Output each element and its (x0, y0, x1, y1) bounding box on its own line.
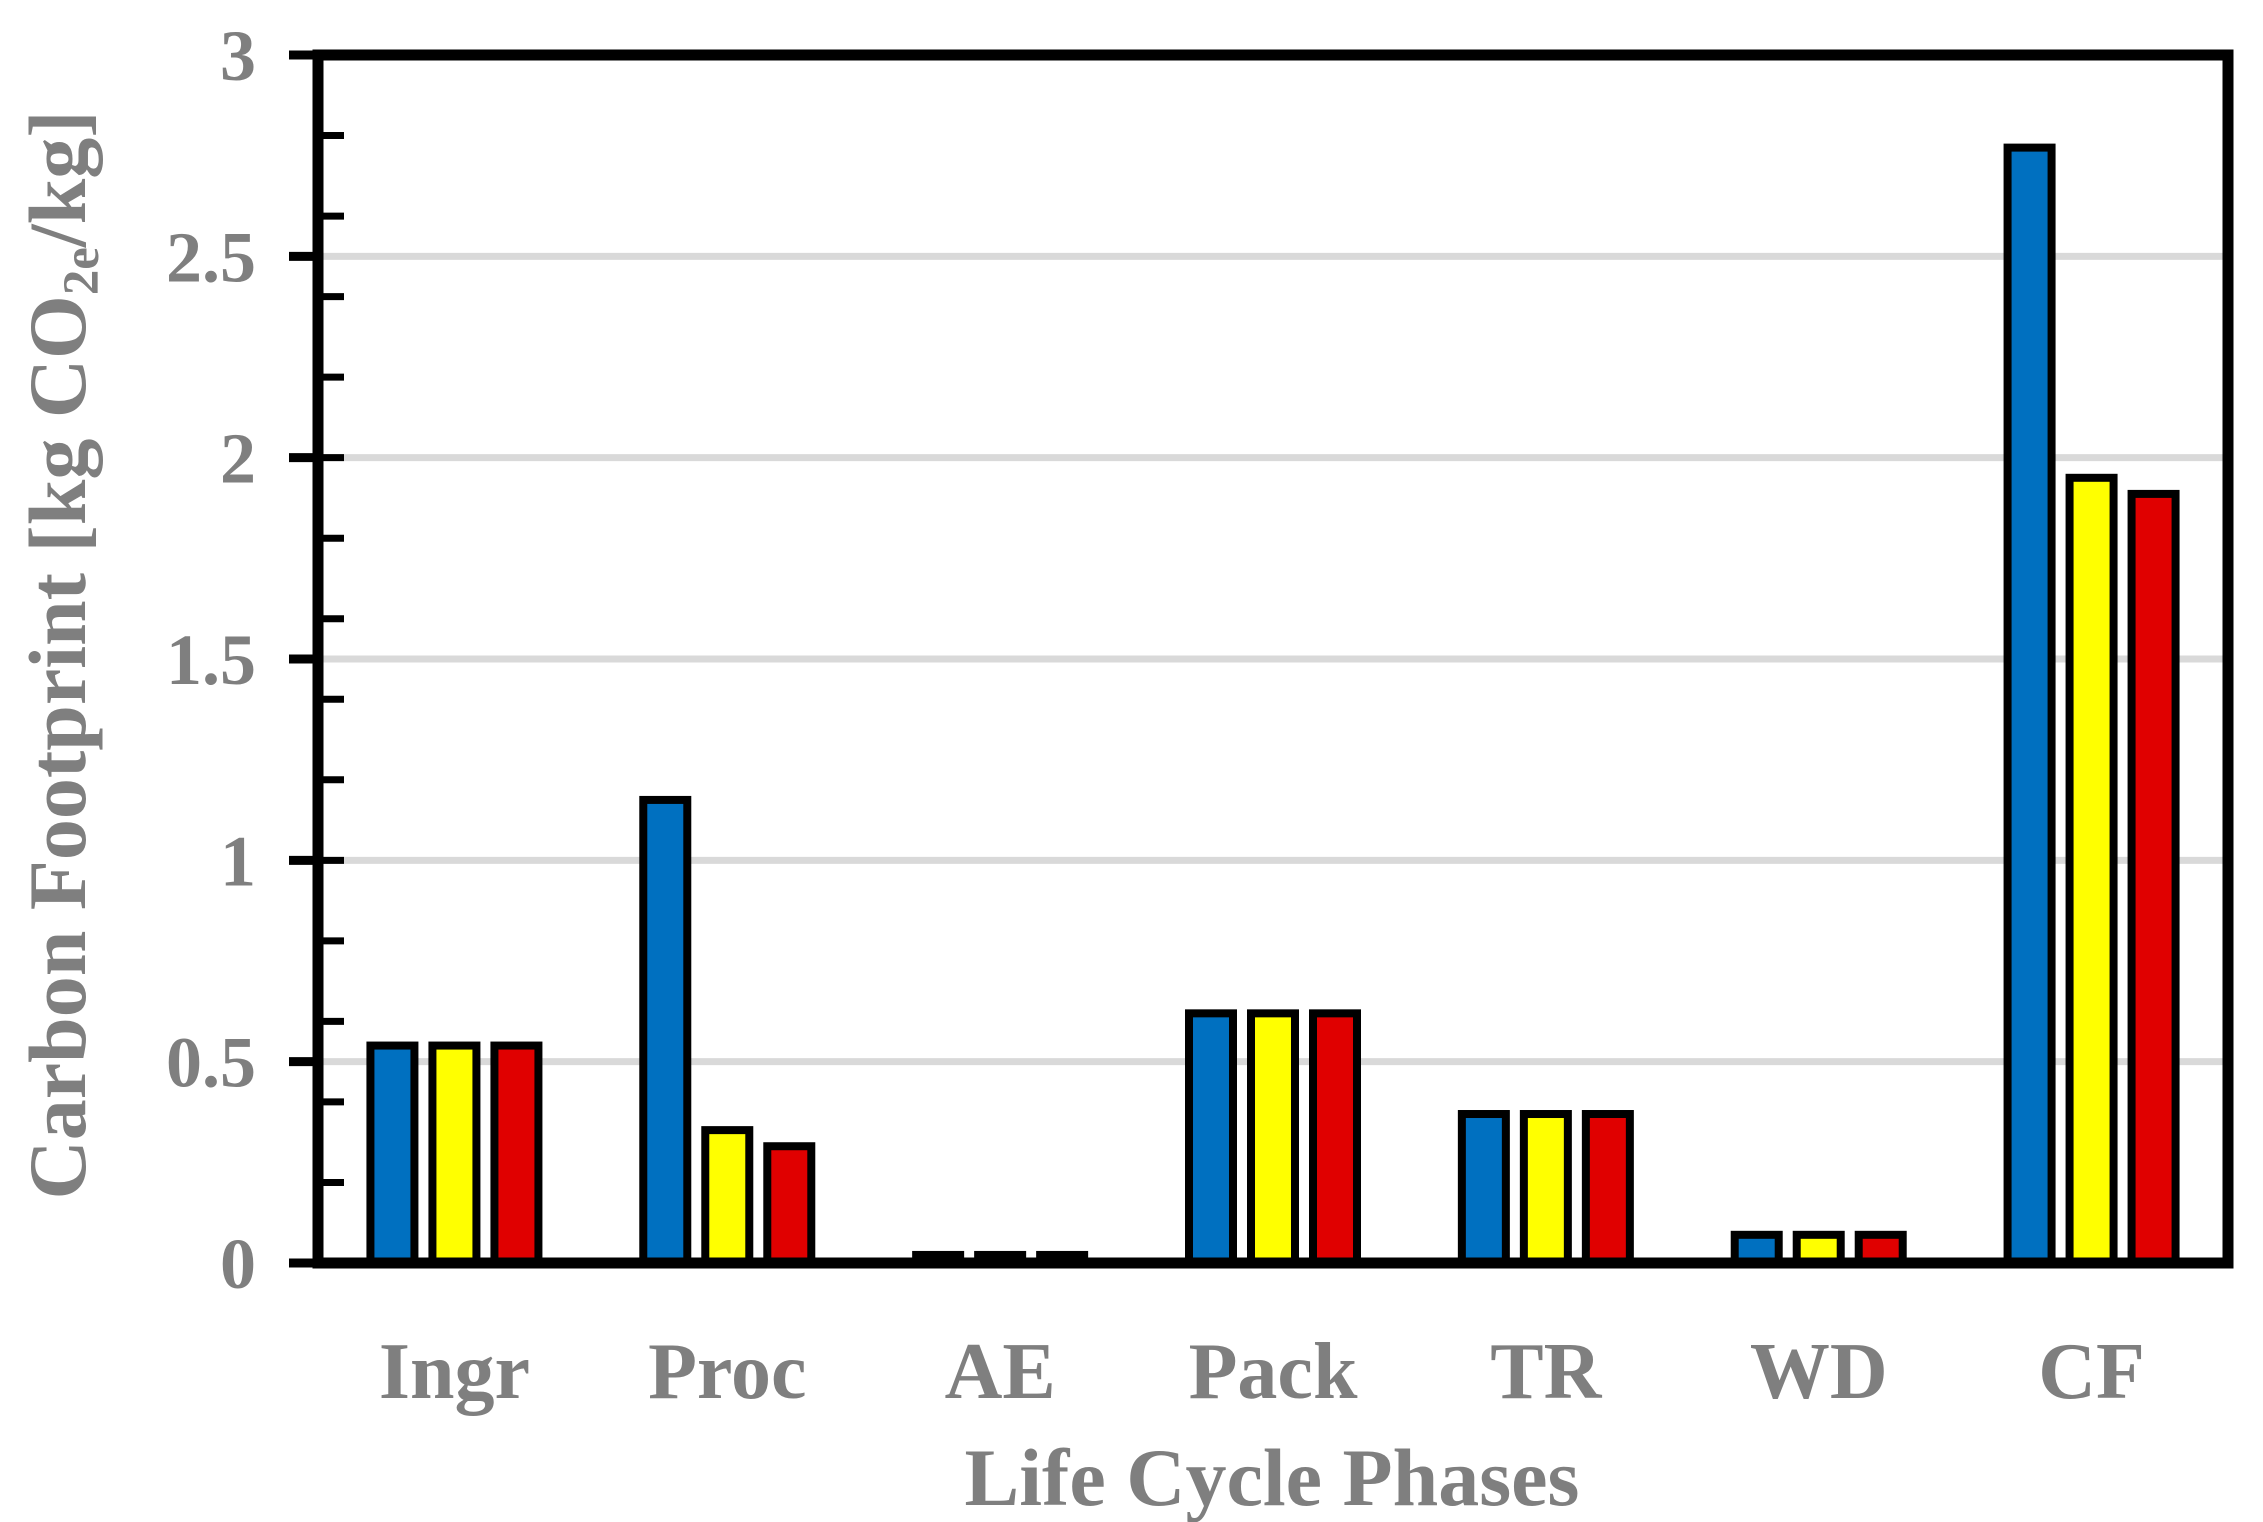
gridlines-group (318, 252, 2228, 1066)
bar-yellow-series-tr (1519, 1110, 1572, 1267)
y-tick-label-0: 0 (220, 1224, 256, 1304)
bar-blue-series-tr (1457, 1110, 1510, 1267)
bar-yellow-series-ingr (428, 1041, 481, 1268)
x-tick-label-cf: CF (2038, 1328, 2145, 1416)
y-tick-label-1: 1 (220, 821, 256, 901)
bar-blue-series-proc (639, 795, 692, 1268)
x-tick-label-proc: Proc (648, 1328, 806, 1416)
x-tick-label-wd: WD (1750, 1328, 1888, 1416)
bar-blue-series-cf (2003, 143, 2056, 1268)
y-tick-label-0.5: 0.5 (166, 1023, 256, 1103)
x-tick-label-ingr: Ingr (379, 1328, 530, 1416)
bar-yellow-series-cf (2065, 473, 2118, 1267)
bar-red-series-pack (1309, 1009, 1361, 1268)
y-tick-label-2.5: 2.5 (166, 217, 256, 297)
ticks-group (289, 50, 344, 1268)
tick-labels-group: 0 0.5 1 1.5 2 2.5 3 Ingr Proc AE Pack TR WD CF (166, 16, 2145, 1416)
bar-red-series-tr (1581, 1110, 1634, 1267)
bar-yellow-series-proc (701, 1126, 754, 1267)
bar-red-series-cf (2127, 489, 2180, 1267)
y-tick-label-3: 3 (220, 16, 256, 96)
x-axis-title: Life Cycle Phases (964, 1432, 1580, 1522)
bar-red-series-proc (763, 1142, 816, 1268)
bar-blue-series-ingr (366, 1041, 419, 1268)
y-tick-label-1.5: 1.5 (166, 620, 256, 700)
bars-group (366, 143, 2180, 1268)
bar-yellow-series-pack (1247, 1009, 1299, 1268)
bar-red-series-ingr (490, 1041, 543, 1268)
x-tick-label-tr: TR (1490, 1328, 1602, 1416)
x-tick-label-ae: AE (945, 1328, 1056, 1416)
x-tick-label-pack: Pack (1189, 1328, 1358, 1416)
y-tick-label-2: 2 (220, 419, 256, 499)
bar-blue-series-pack (1185, 1009, 1237, 1268)
